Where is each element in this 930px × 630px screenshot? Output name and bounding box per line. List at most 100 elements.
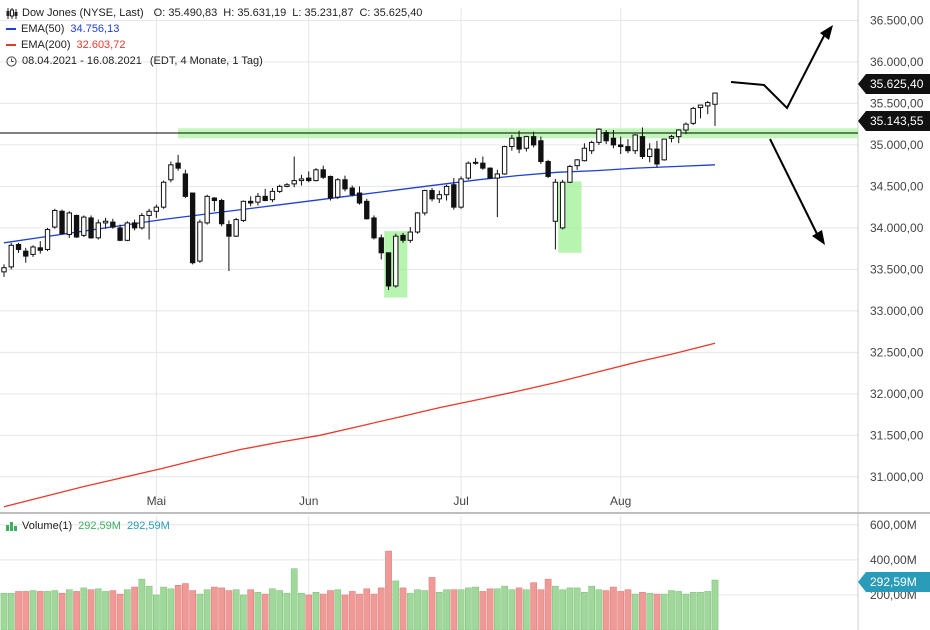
candle-body	[15, 243, 22, 250]
volume-bar	[225, 590, 233, 630]
candle	[494, 169, 501, 218]
volume-bar	[573, 587, 581, 630]
price-axis-label: 35.500,00	[870, 96, 924, 110]
candle-body	[712, 92, 718, 105]
candle	[189, 192, 196, 265]
price-axis-label: 34.500,00	[870, 179, 924, 193]
candle-body	[95, 222, 101, 239]
month-label: Jun	[299, 494, 318, 508]
candle	[44, 227, 51, 252]
volume-bar	[653, 593, 661, 630]
volume-bar	[58, 592, 66, 630]
candle	[146, 208, 152, 240]
candle	[218, 198, 225, 227]
candle-body	[443, 185, 450, 196]
candle-body	[342, 179, 348, 190]
volume-bar	[566, 587, 574, 630]
volume-bar	[624, 589, 632, 630]
candle	[458, 176, 464, 209]
volume-bar	[639, 592, 646, 630]
volume-bar	[138, 578, 146, 630]
candle	[429, 188, 435, 202]
chart-legend: Dow Jones (NYSE, Last) O: 35.490,83 H: 3…	[6, 5, 422, 69]
level-price-badge-text: 35.143,55	[870, 114, 924, 128]
candle	[8, 242, 14, 270]
candle-body	[545, 161, 551, 177]
candle	[59, 209, 65, 235]
candle	[37, 241, 43, 254]
candle-body	[1, 267, 7, 273]
candle	[385, 252, 392, 291]
candle-body	[364, 200, 370, 220]
volume-bar	[160, 586, 167, 630]
volume-bar	[602, 590, 610, 630]
candle	[596, 128, 602, 145]
volume-bar	[298, 592, 305, 630]
candle	[204, 194, 210, 225]
candle-body	[277, 185, 283, 192]
candle-body	[356, 192, 363, 204]
candle-body	[269, 190, 276, 201]
candle	[480, 156, 486, 170]
candle	[697, 104, 704, 119]
candle-body	[52, 209, 58, 228]
last-price-badge-text: 35.625,40	[870, 77, 924, 91]
candle	[451, 178, 457, 210]
candle-body	[596, 128, 602, 143]
candle	[124, 221, 131, 242]
volume-bar	[544, 578, 552, 630]
month-label: Mai	[147, 494, 166, 508]
candle-body	[218, 200, 225, 225]
volume-bar	[145, 585, 153, 630]
candle-body	[153, 206, 160, 212]
volume-bar	[22, 591, 30, 630]
candle	[262, 188, 268, 202]
candle-body	[313, 169, 319, 182]
candle	[95, 219, 101, 240]
volume-bar	[682, 593, 690, 630]
candle-body	[683, 123, 689, 131]
volume-bar	[327, 590, 334, 630]
candle	[603, 129, 609, 145]
candle	[371, 215, 377, 240]
volume-bars-icon	[6, 521, 18, 532]
candle-body	[378, 237, 384, 254]
candle	[472, 158, 479, 165]
candle	[153, 204, 160, 218]
candle	[552, 178, 559, 250]
candle-body	[385, 252, 392, 287]
volume-bar	[385, 550, 392, 630]
candle	[407, 227, 413, 243]
candle-body	[160, 181, 167, 208]
candle-body	[516, 136, 522, 150]
candle-body	[204, 195, 210, 224]
month-label: Jul	[453, 494, 468, 508]
scenario-path-up	[730, 31, 827, 110]
candle-body	[647, 148, 653, 158]
volume-axis-label: 600,00M	[870, 518, 917, 532]
candle-body	[306, 177, 312, 182]
volume-bar	[269, 588, 276, 630]
candle	[705, 100, 711, 115]
volume-value-2: 292,59M	[126, 520, 170, 532]
volume-bar	[261, 593, 269, 630]
volume-value-1: 292,59M	[78, 520, 121, 532]
candle	[378, 234, 384, 260]
candle-body	[37, 247, 43, 251]
candle-body	[131, 222, 138, 229]
volume-bar	[501, 585, 508, 630]
candle	[545, 159, 551, 179]
arrowhead-up	[820, 25, 833, 40]
ema50-value: 34.756,13	[70, 23, 120, 35]
candle	[233, 217, 239, 238]
candle	[647, 143, 653, 163]
candle-body	[559, 181, 566, 229]
price-axis-label: 36.000,00	[870, 55, 924, 69]
volume-bar	[406, 592, 414, 630]
candle-body	[501, 146, 508, 175]
candle	[277, 184, 283, 194]
volume-bar	[36, 591, 44, 630]
volume-bar	[203, 589, 211, 630]
price-axis-label: 34.000,00	[870, 221, 924, 235]
